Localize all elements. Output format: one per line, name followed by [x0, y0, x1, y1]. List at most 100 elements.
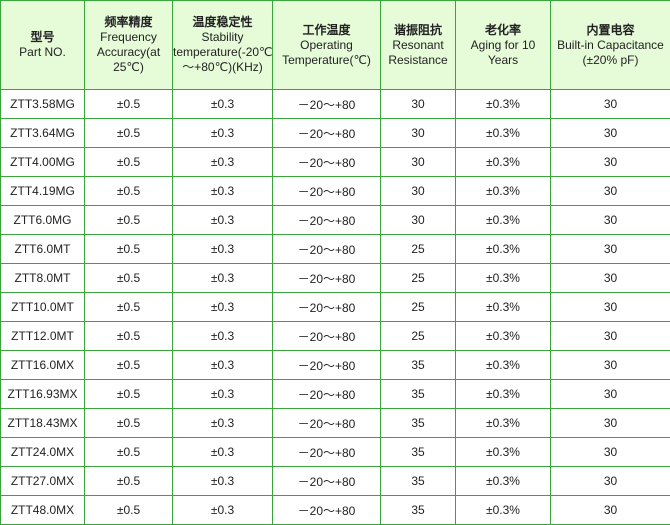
table-row: ZTT24.0MX ±0.5 ±0.3 －20～+80 35 ±0.3% 30: [0, 437, 670, 467]
cell-built-in-capacitance: 30: [550, 379, 670, 409]
cell-aging: ±0.3%: [455, 147, 551, 177]
table-row: ZTT27.0MX ±0.5 ±0.3 －20～+80 35 ±0.3% 30: [0, 466, 670, 496]
cell-frequency-accuracy: ±0.5: [84, 321, 173, 351]
cell-resonant-resistance: 25: [380, 321, 456, 351]
cell-stability: ±0.3: [172, 466, 273, 496]
cell-aging: ±0.3%: [455, 205, 551, 235]
cell-part-no: ZTT4.19MG: [0, 176, 85, 206]
cell-operating-temperature: －20～+80: [272, 147, 381, 177]
cell-stability: ±0.3: [172, 495, 273, 525]
cell-stability: ±0.3: [172, 437, 273, 467]
table-row: ZTT3.58MG ±0.5 ±0.3 －20～+80 30 ±0.3% 30: [0, 89, 670, 119]
cell-frequency-accuracy: ±0.5: [84, 205, 173, 235]
header-zh: 温度稳定性: [192, 15, 253, 29]
cell-built-in-capacitance: 30: [550, 350, 670, 380]
cell-part-no: ZTT24.0MX: [0, 437, 85, 467]
header-aging: 老化率 Aging for 10 Years: [455, 0, 551, 90]
header-zh: 谐振阻抗: [393, 22, 442, 37]
cell-stability: ±0.3: [172, 408, 273, 438]
header-zh: 频率精度: [104, 15, 153, 29]
cell-stability: ±0.3: [172, 263, 273, 293]
cell-resonant-resistance: 30: [380, 205, 456, 235]
cell-frequency-accuracy: ±0.5: [84, 263, 173, 293]
cell-built-in-capacitance: 30: [550, 205, 670, 235]
table-row: ZTT4.19MG ±0.5 ±0.3 －20～+80 30 ±0.3% 30: [0, 176, 670, 206]
table-row: ZTT3.64MG ±0.5 ±0.3 －20～+80 30 ±0.3% 30: [0, 118, 670, 148]
cell-built-in-capacitance: 30: [550, 118, 670, 148]
table-row: ZTT6.0MG ±0.5 ±0.3 －20～+80 30 ±0.3% 30: [0, 205, 670, 235]
header-built-in-capacitance: 内置电容 Built-in Capacitance (±20% pF): [550, 0, 670, 90]
cell-part-no: ZTT6.0MT: [0, 234, 85, 264]
cell-part-no: ZTT8.0MT: [0, 263, 85, 293]
cell-operating-temperature: －20～+80: [272, 466, 381, 496]
cell-resonant-resistance: 30: [380, 176, 456, 206]
cell-operating-temperature: －20～+80: [272, 495, 381, 525]
header-zh: 内置电容: [586, 22, 635, 37]
header-zh: 工作温度: [302, 22, 351, 37]
table-row: ZTT10.0MT ±0.5 ±0.3 －20～+80 25 ±0.3% 30: [0, 292, 670, 322]
header-zh: 老化率: [484, 22, 521, 37]
cell-aging: ±0.3%: [455, 292, 551, 322]
header-en: Aging for 10 Years: [470, 37, 536, 67]
cell-stability: ±0.3: [172, 292, 273, 322]
header-operating-temperature: 工作温度 Operating Temperature(℃): [272, 0, 381, 90]
cell-stability: ±0.3: [172, 234, 273, 264]
table-row: ZTT18.43MX ±0.5 ±0.3 －20～+80 35 ±0.3% 30: [0, 408, 670, 438]
header-stability: 温度稳定性 Stability temperature(-20℃～+80℃)(KH…: [172, 0, 273, 90]
cell-frequency-accuracy: ±0.5: [84, 495, 173, 525]
table-row: ZTT16.0MX ±0.5 ±0.3 －20～+80 35 ±0.3% 30: [0, 350, 670, 380]
cell-aging: ±0.3%: [455, 495, 551, 525]
table-row: ZTT12.0MT ±0.5 ±0.3 －20～+80 25 ±0.3% 30: [0, 321, 670, 351]
table-row: ZTT6.0MT ±0.5 ±0.3 －20～+80 25 ±0.3% 30: [0, 234, 670, 264]
header-en: Operating Temperature(℃): [282, 37, 371, 67]
cell-aging: ±0.3%: [455, 263, 551, 293]
cell-aging: ±0.3%: [455, 176, 551, 206]
cell-frequency-accuracy: ±0.5: [84, 234, 173, 264]
cell-operating-temperature: －20～+80: [272, 263, 381, 293]
cell-part-no: ZTT18.43MX: [0, 408, 85, 438]
header-en: Part NO.: [19, 45, 66, 59]
cell-aging: ±0.3%: [455, 321, 551, 351]
cell-frequency-accuracy: ±0.5: [84, 350, 173, 380]
cell-part-no: ZTT16.93MX: [0, 379, 85, 409]
cell-frequency-accuracy: ±0.5: [84, 466, 173, 496]
table-row: ZTT48.0MX ±0.5 ±0.3 －20～+80 35 ±0.3% 30: [0, 495, 670, 525]
cell-resonant-resistance: 35: [380, 437, 456, 467]
cell-operating-temperature: －20～+80: [272, 437, 381, 467]
cell-stability: ±0.3: [172, 176, 273, 206]
cell-resonant-resistance: 35: [380, 495, 456, 525]
cell-aging: ±0.3%: [455, 118, 551, 148]
cell-part-no: ZTT3.64MG: [0, 118, 85, 148]
cell-operating-temperature: －20～+80: [272, 321, 381, 351]
cell-built-in-capacitance: 30: [550, 234, 670, 264]
cell-built-in-capacitance: 30: [550, 176, 670, 206]
header-en: Frequency Accuracy(at 25℃): [96, 30, 161, 74]
cell-operating-temperature: －20～+80: [272, 234, 381, 264]
cell-resonant-resistance: 35: [380, 379, 456, 409]
header-en: Stability temperature(-20℃～+80℃)(KHz): [173, 30, 273, 74]
cell-stability: ±0.3: [172, 118, 273, 148]
cell-part-no: ZTT10.0MT: [0, 292, 85, 322]
cell-resonant-resistance: 30: [380, 118, 456, 148]
cell-built-in-capacitance: 30: [550, 263, 670, 293]
header-resonant-resistance: 谐振阻抗 Resonant Resistance: [380, 0, 456, 90]
cell-aging: ±0.3%: [455, 89, 551, 119]
cell-built-in-capacitance: 30: [550, 408, 670, 438]
table-row: ZTT8.0MT ±0.5 ±0.3 －20～+80 25 ±0.3% 30: [0, 263, 670, 293]
cell-operating-temperature: －20～+80: [272, 89, 381, 119]
cell-resonant-resistance: 35: [380, 408, 456, 438]
cell-frequency-accuracy: ±0.5: [84, 408, 173, 438]
header-zh: 型号: [30, 30, 55, 44]
cell-built-in-capacitance: 30: [550, 437, 670, 467]
cell-operating-temperature: －20～+80: [272, 379, 381, 409]
cell-frequency-accuracy: ±0.5: [84, 437, 173, 467]
cell-built-in-capacitance: 30: [550, 89, 670, 119]
cell-aging: ±0.3%: [455, 234, 551, 264]
cell-frequency-accuracy: ±0.5: [84, 379, 173, 409]
cell-built-in-capacitance: 30: [550, 321, 670, 351]
cell-resonant-resistance: 25: [380, 263, 456, 293]
cell-stability: ±0.3: [172, 321, 273, 351]
header-row: 型号 Part NO. 频率精度 Frequency Accuracy(at 25℃)…: [0, 0, 670, 90]
table-row: ZTT4.00MG ±0.5 ±0.3 －20～+80 30 ±0.3% 30: [0, 147, 670, 177]
cell-aging: ±0.3%: [455, 408, 551, 438]
